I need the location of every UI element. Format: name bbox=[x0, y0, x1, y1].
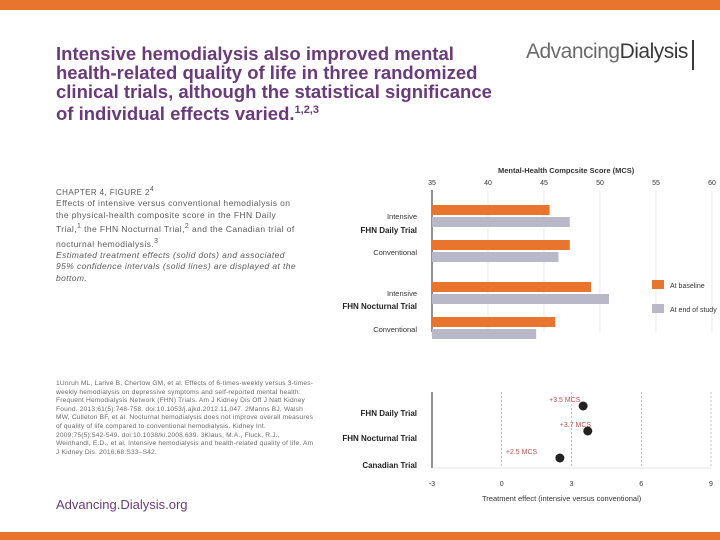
x-tick-label: -3 bbox=[429, 481, 435, 488]
x-tick-label: 6 bbox=[639, 481, 643, 488]
references: 1Unruh ML, Larive B, Chertow GM, et al. … bbox=[56, 380, 314, 456]
caption-italic: Estimated treatment effects (solid dots)… bbox=[56, 249, 296, 283]
group-label: FHN Nocturnal Trial bbox=[342, 302, 417, 311]
x-tick-label: 3 bbox=[570, 481, 574, 488]
bottom-accent-bar bbox=[0, 532, 720, 540]
x-tick-label: 0 bbox=[500, 481, 504, 488]
top-accent-bar bbox=[0, 0, 720, 10]
legend-label: At baseline bbox=[670, 283, 705, 290]
slide-title: Intensive hemodialysis also improved men… bbox=[56, 43, 492, 125]
row-label: Conventional bbox=[373, 248, 417, 257]
x-tick-label: 45 bbox=[540, 180, 548, 187]
bar-end bbox=[432, 294, 609, 304]
x-tick-label: 50 bbox=[596, 180, 604, 187]
group-label: FHN Daily Trial bbox=[361, 226, 417, 235]
legend-swatch-end bbox=[652, 304, 664, 313]
caption-heading: Chapter 4, Figure 2 bbox=[56, 187, 150, 197]
effect-label: +3.5 MCS bbox=[549, 397, 581, 404]
row-label: Intensive bbox=[387, 212, 417, 221]
bar-baseline bbox=[432, 240, 570, 250]
chart-title: Mental-Health Compcsite Score (MCS) bbox=[498, 166, 635, 175]
trial-label: FHN Nocturnal Trial bbox=[342, 434, 417, 443]
footer-url[interactable]: Advancing.Dialysis.org bbox=[56, 497, 188, 512]
effect-label: +3.7 MCS bbox=[560, 422, 592, 429]
trial-label: Canadian Trial bbox=[362, 461, 417, 470]
x-tick-label: 9 bbox=[709, 481, 713, 488]
effect-dot bbox=[583, 426, 593, 436]
bar-end bbox=[432, 329, 537, 339]
x-tick-label: 40 bbox=[484, 180, 492, 187]
effect-dot bbox=[578, 401, 588, 411]
legend-swatch-baseline bbox=[652, 280, 664, 289]
figure-caption: Chapter 4, Figure 24 Effects of intensiv… bbox=[56, 185, 296, 283]
bar-baseline bbox=[432, 205, 550, 215]
bar-baseline bbox=[432, 282, 592, 292]
bar-end bbox=[432, 252, 559, 262]
bar-end bbox=[432, 217, 570, 227]
row-label: Intensive bbox=[387, 289, 417, 298]
trial-label: FHN Daily Trial bbox=[361, 409, 417, 418]
advancing-dialysis-logo: AdvancingDialysis bbox=[526, 40, 706, 74]
legend-label: At end of study bbox=[670, 307, 717, 314]
row-label: Conventional bbox=[373, 325, 417, 334]
effect-label: +2.5 MCS bbox=[506, 449, 538, 456]
x-tick-label: 55 bbox=[652, 180, 660, 187]
x-tick-label: 35 bbox=[428, 180, 436, 187]
x-tick-label: 60 bbox=[708, 180, 716, 187]
bar-baseline bbox=[432, 317, 556, 327]
chart-title: Treatment effect (intensive versus conve… bbox=[482, 494, 642, 503]
effect-dot bbox=[555, 453, 565, 463]
